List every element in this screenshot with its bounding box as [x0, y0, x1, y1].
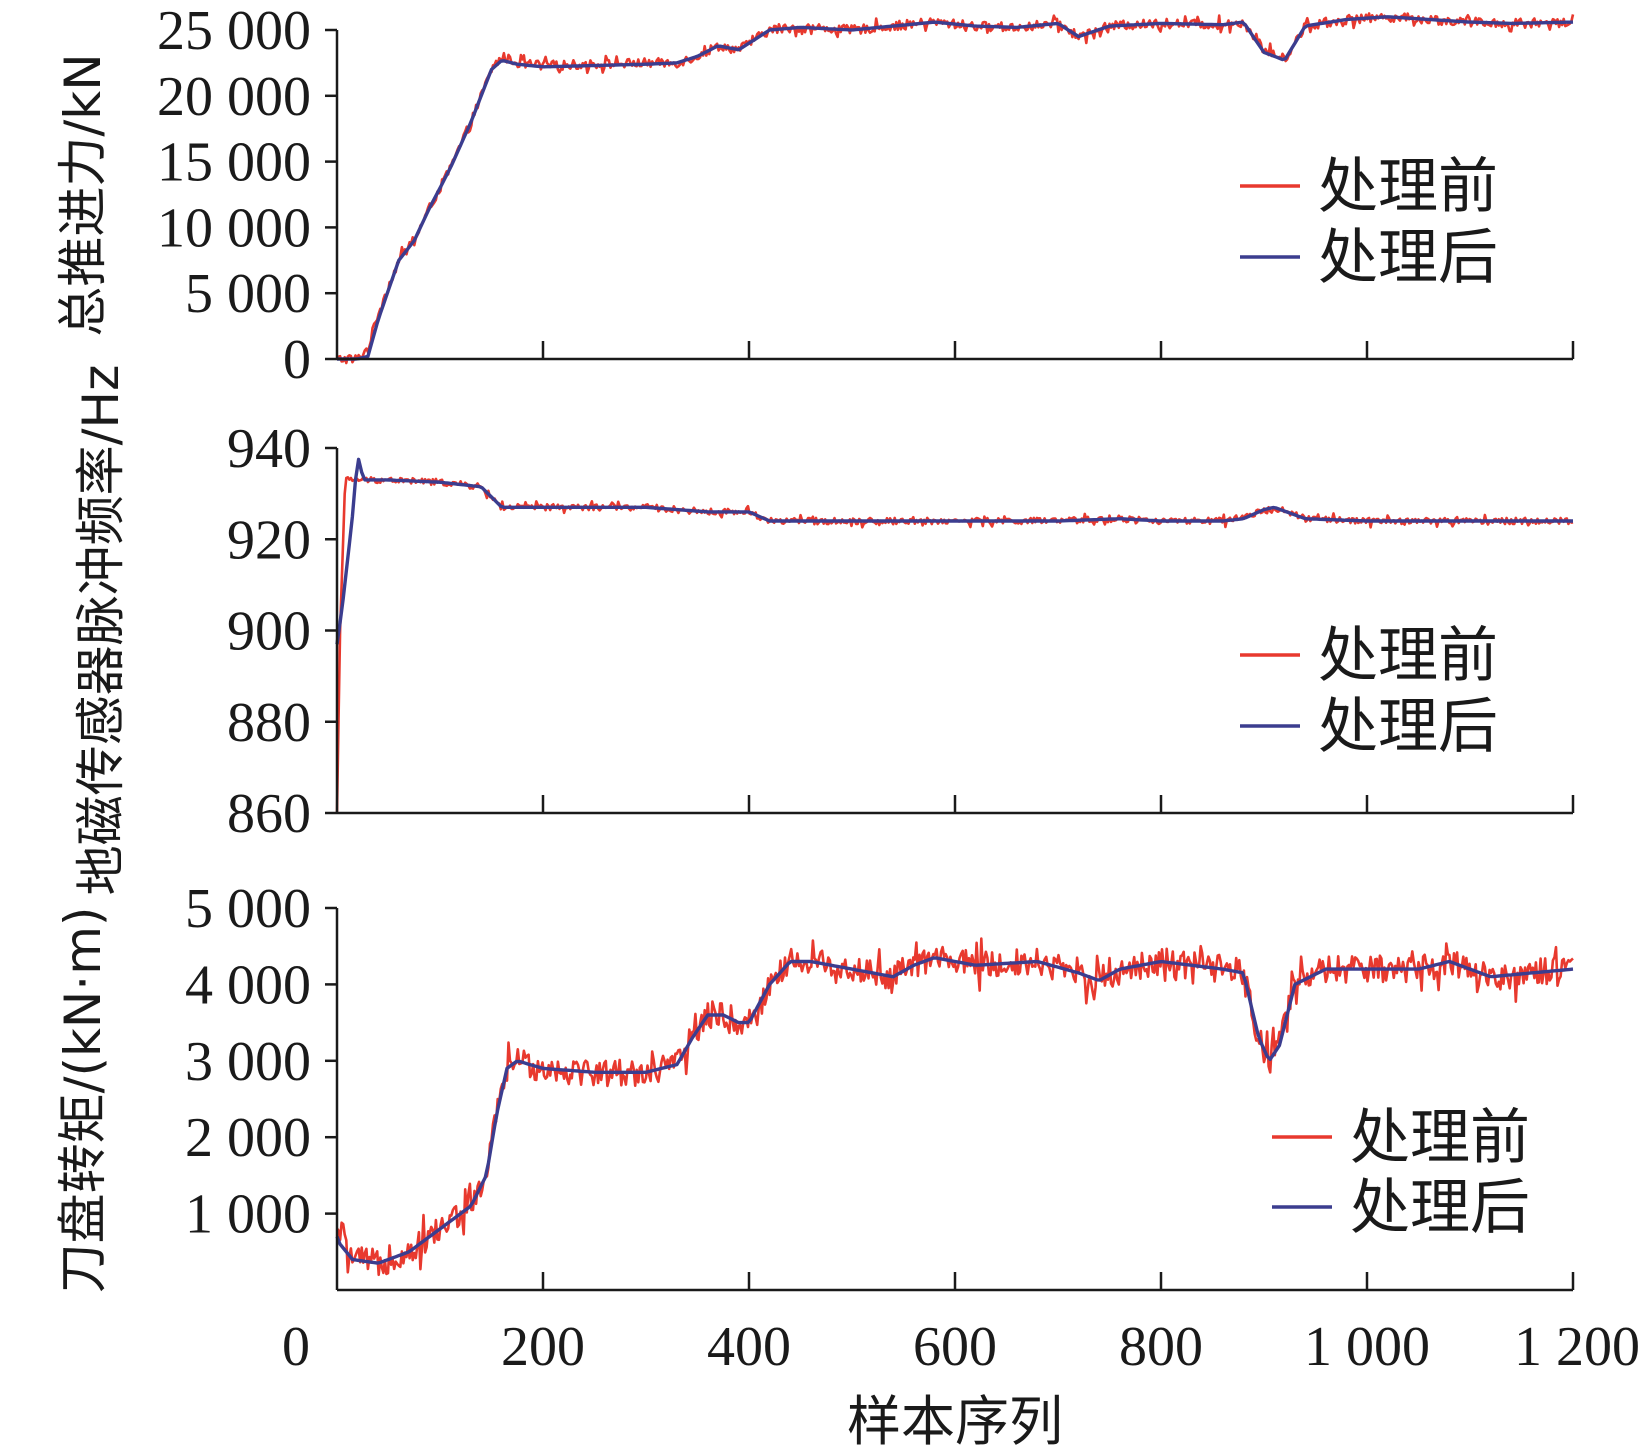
frequency-y-tick-label: 920 — [227, 509, 311, 571]
frequency-series-layer — [335, 457, 1574, 814]
x-tick-label: 1 200 — [1514, 1316, 1640, 1378]
thrust-legend: 处理前 处理后 — [1240, 152, 1498, 293]
thrust-legend-label-before: 处理前 — [1318, 152, 1498, 222]
frequency-ticks: 860 880 900 920 940 — [227, 418, 1575, 845]
torque-panel: 1 000 2 000 3 000 4 000 5 000 0 200 400 600 800 1 … — [54, 878, 1640, 1453]
thrust-legend-label-after: 处理后 — [1318, 223, 1498, 293]
frequency-y-tick-label: 940 — [227, 418, 311, 480]
x-tick-label: 200 — [501, 1316, 585, 1378]
x-tick-label: 600 — [913, 1316, 997, 1378]
torque-series-after — [335, 956, 1574, 1265]
thrust-series-layer — [336, 12, 1575, 365]
thrust-y-tick-label: 25 000 — [157, 0, 311, 62]
frequency-y-tick-label: 880 — [227, 692, 311, 754]
frequency-y-tick-label: 900 — [227, 601, 311, 663]
torque-legend-label-before: 处理前 — [1350, 1103, 1530, 1173]
torque-legend-label-after: 处理后 — [1350, 1173, 1530, 1243]
x-tick-label: 400 — [707, 1316, 791, 1378]
thrust-y-tick-label: 5 000 — [185, 263, 311, 325]
torque-series-layer — [335, 937, 1574, 1277]
frequency-y-axis-title: 地磁传感器脉冲频率/Hz — [72, 365, 130, 896]
thrust-y-axis-title: 总推进力/kN — [54, 53, 112, 336]
torque-legend: 处理前 处理后 — [1272, 1103, 1530, 1243]
torque-y-tick-label: 5 000 — [185, 878, 311, 940]
thrust-y-tick-label: 20 000 — [157, 66, 311, 128]
thrust-y-tick-label: 10 000 — [157, 197, 311, 259]
x-tick-label: 0 — [282, 1316, 310, 1378]
frequency-panel: 860 880 900 920 940 地磁传感器脉冲频率/Hz 处理前 处理后 — [72, 365, 1575, 896]
x-tick-label: 1 000 — [1304, 1316, 1430, 1378]
frequency-y-tick-label: 860 — [227, 783, 311, 845]
torque-y-axis-title: 刀盘转矩/(kN·m) — [54, 907, 112, 1294]
thrust-y-tick-label: 0 — [283, 329, 311, 391]
thrust-series-after — [337, 15, 1574, 361]
x-axis-title: 样本序列 — [847, 1390, 1063, 1453]
x-tick-label: 800 — [1119, 1316, 1203, 1378]
frequency-series-after — [335, 457, 1573, 645]
torque-y-tick-label: 4 000 — [185, 954, 311, 1016]
frequency-legend-label-before: 处理前 — [1318, 621, 1498, 691]
frequency-legend: 处理前 处理后 — [1240, 621, 1498, 762]
torque-y-tick-label: 2 000 — [185, 1107, 311, 1169]
thrust-y-tick-label: 15 000 — [157, 132, 311, 194]
torque-y-tick-label: 3 000 — [185, 1031, 311, 1093]
torque-y-tick-label: 1 000 — [185, 1184, 311, 1246]
torque-ticks: 1 000 2 000 3 000 4 000 5 000 0 200 400 600 800 1 … — [185, 878, 1640, 1378]
frequency-legend-label-after: 处理后 — [1318, 692, 1498, 762]
